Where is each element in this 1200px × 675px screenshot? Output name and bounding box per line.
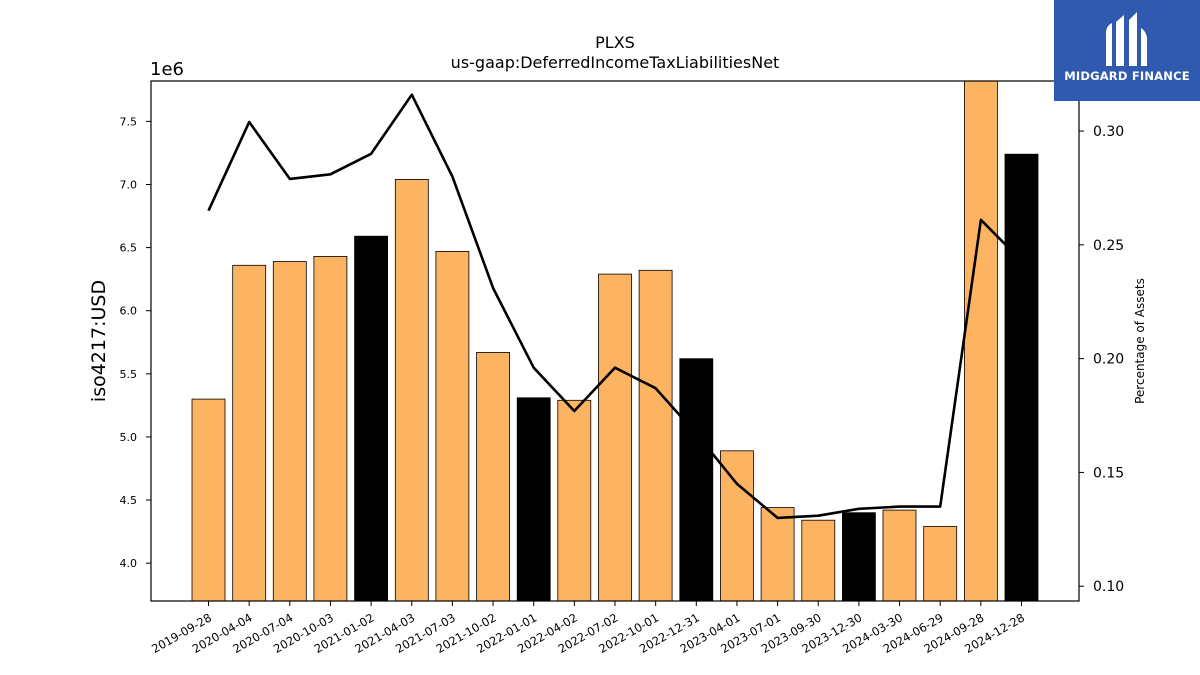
y-axis-right-label: Percentage of Assets — [1133, 278, 1147, 404]
bar-2023-12-30 — [842, 512, 876, 602]
bar-2022-01-01 — [516, 397, 551, 602]
bar-2021-01-02 — [354, 235, 389, 602]
y-right-tick-label: 0.30 — [1093, 124, 1124, 140]
bar-2023-04-01 — [720, 450, 754, 602]
brand-logo: MIDGARD FINANCE — [1054, 0, 1200, 101]
bar-2024-12-28 — [1004, 153, 1039, 602]
y-left-tick-label: 4.5 — [120, 494, 138, 507]
percentage-line-layer — [207, 93, 1023, 520]
bar-2024-09-28 — [964, 80, 998, 602]
y-axis-left: 4.0 4.5 5.0 5.5 6.0 6.5 7.0 7.5 — [120, 115, 151, 570]
y-right-tick-label: 0.10 — [1093, 579, 1124, 595]
brand-name: MIDGARD FINANCE — [1064, 69, 1190, 83]
y-left-tick-label: 6.0 — [120, 305, 138, 318]
bar-2023-07-01 — [760, 507, 795, 602]
y-axis-right: 0.10 0.15 0.20 0.25 0.30 — [1079, 124, 1124, 595]
midgard-logo-icon — [1106, 12, 1147, 66]
bar-2022-07-02 — [598, 273, 632, 602]
bar-2022-10-01 — [638, 269, 673, 602]
y-left-tick-label: 4.0 — [120, 557, 138, 570]
bars — [191, 80, 1039, 602]
y-left-tick-label: 6.5 — [120, 242, 138, 255]
bar-2023-09-30 — [801, 519, 836, 602]
y-left-tick-label: 5.0 — [120, 431, 138, 444]
x-axis: 2019-09-282020-04-042020-07-042020-10-03… — [149, 601, 1027, 656]
y-right-tick-label: 0.15 — [1093, 465, 1124, 481]
bar-2020-04-04 — [232, 264, 267, 602]
bar-2020-07-04 — [272, 261, 307, 602]
chart-subtitle: us-gaap:DeferredIncomeTaxLiabilitiesNet — [451, 53, 780, 72]
y-axis-left-label: iso4217:USD — [88, 280, 110, 402]
bar-2024-03-30 — [882, 509, 917, 602]
bar-2021-10-02 — [476, 351, 511, 602]
bar-2022-12-31 — [679, 358, 714, 602]
y-left-tick-label: 7.0 — [120, 178, 138, 191]
chart-title: PLXS — [595, 33, 635, 52]
y-left-tick-label: 7.5 — [120, 115, 138, 128]
bar-2021-04-03 — [394, 178, 429, 602]
y-axis-offset-label: 1e6 — [150, 59, 184, 80]
bar-2024-06-29 — [923, 526, 958, 602]
y-right-tick-label: 0.25 — [1093, 238, 1124, 254]
y-right-tick-label: 0.20 — [1093, 352, 1124, 368]
bar-2020-10-03 — [313, 255, 348, 602]
bar-2022-04-02 — [557, 399, 592, 602]
y-left-tick-label: 5.5 — [120, 368, 138, 381]
percentage-of-assets-line — [207, 93, 1023, 520]
bar-2019-09-28 — [191, 398, 226, 602]
bar-2021-07-03 — [435, 250, 470, 602]
